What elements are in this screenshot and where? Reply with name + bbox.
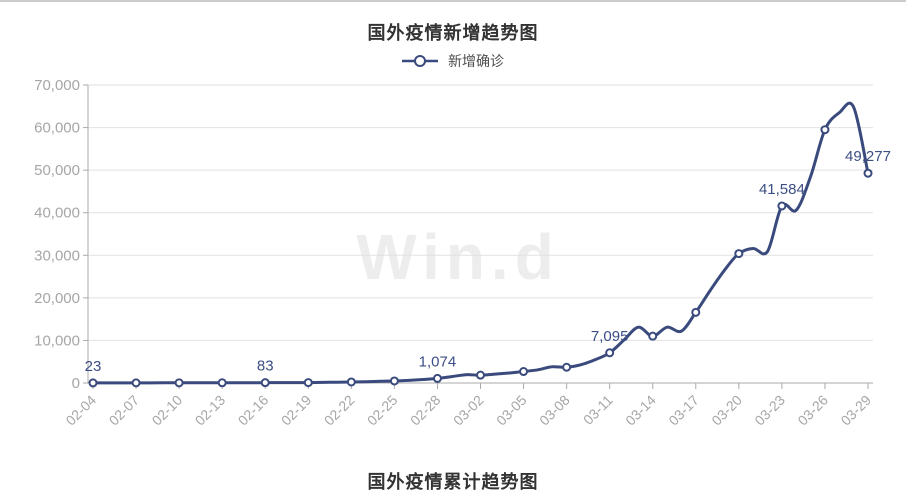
watermark: Win.d	[356, 221, 560, 293]
legend-line-marker-icon	[402, 54, 438, 68]
x-tick-label: 02-04	[62, 392, 99, 429]
data-label: 49,277	[845, 148, 891, 165]
data-label: 7,095	[591, 328, 629, 345]
x-tick-label: 03-20	[708, 392, 745, 429]
y-tick-label: 40,000	[34, 205, 80, 222]
data-point-marker[interactable]	[777, 201, 787, 211]
panel-top-border	[0, 0, 906, 2]
data-point-marker[interactable]	[476, 370, 485, 380]
legend-label: 新增确诊	[448, 53, 504, 69]
data-point-marker[interactable]	[519, 367, 529, 377]
y-tick-label: 50,000	[34, 162, 80, 179]
data-point-marker[interactable]	[820, 125, 830, 135]
legend-circle	[414, 55, 426, 67]
x-tick-label: 02-13	[192, 392, 229, 429]
y-tick-label: 70,000	[34, 77, 80, 94]
x-tick-label: 02-16	[235, 392, 272, 429]
x-tick-label: 03-02	[450, 392, 487, 429]
data-point-marker[interactable]	[863, 168, 873, 178]
data-label: 83	[257, 358, 274, 375]
x-tick-label: 03-11	[580, 392, 616, 428]
x-tick-label: 03-23	[751, 392, 788, 429]
data-label: 1,074	[419, 353, 457, 370]
data-point-marker[interactable]	[691, 307, 701, 317]
x-tick-label: 03-08	[536, 392, 573, 429]
data-label: 41,584	[759, 181, 805, 198]
data-point-marker[interactable]	[131, 378, 141, 388]
x-tick-label: 02-28	[407, 392, 444, 429]
legend-item-new-confirmed[interactable]: 新增确诊	[0, 51, 906, 71]
y-tick-label: 10,000	[34, 332, 80, 349]
data-point-marker[interactable]	[605, 348, 615, 358]
x-tick-label: 03-14	[622, 392, 659, 429]
data-point-marker[interactable]	[88, 378, 98, 388]
y-tick-label: 0	[72, 375, 80, 392]
y-tick-label: 60,000	[34, 120, 80, 137]
next-chart-title: 国外疫情累计趋势图	[367, 472, 539, 492]
x-tick-label: 03-26	[794, 392, 831, 429]
y-tick-label: 20,000	[34, 290, 80, 307]
data-point-marker[interactable]	[217, 378, 227, 388]
data-point-marker[interactable]	[734, 249, 744, 259]
data-point-marker[interactable]	[303, 378, 313, 388]
data-point-marker[interactable]	[648, 331, 658, 341]
y-tick-label: 30,000	[34, 247, 80, 264]
new-cases-line-chart: Win.d 0 10,000 20,000 30,000 40,000 50,000 60,0…	[34, 77, 891, 429]
data-point-marker[interactable]	[346, 377, 356, 387]
data-point-marker[interactable]	[562, 362, 572, 372]
data-point-marker[interactable]	[432, 373, 442, 383]
x-tick-label: 02-25	[364, 392, 401, 429]
x-tick-label: 03-17	[665, 392, 702, 429]
data-point-marker[interactable]	[174, 378, 184, 388]
data-point-marker[interactable]	[389, 376, 399, 386]
data-label: 23	[85, 358, 102, 375]
x-tick-label: 02-10	[149, 392, 186, 429]
x-tick-label: 03-29	[837, 392, 874, 429]
x-tick-label: 02-19	[278, 392, 315, 429]
data-point-marker[interactable]	[260, 378, 270, 388]
x-tick-label: 02-07	[106, 392, 143, 429]
chart-title: 国外疫情新增趋势图	[367, 23, 539, 43]
x-tick-label: 02-22	[321, 392, 358, 429]
x-tick-label: 03-05	[493, 392, 530, 429]
